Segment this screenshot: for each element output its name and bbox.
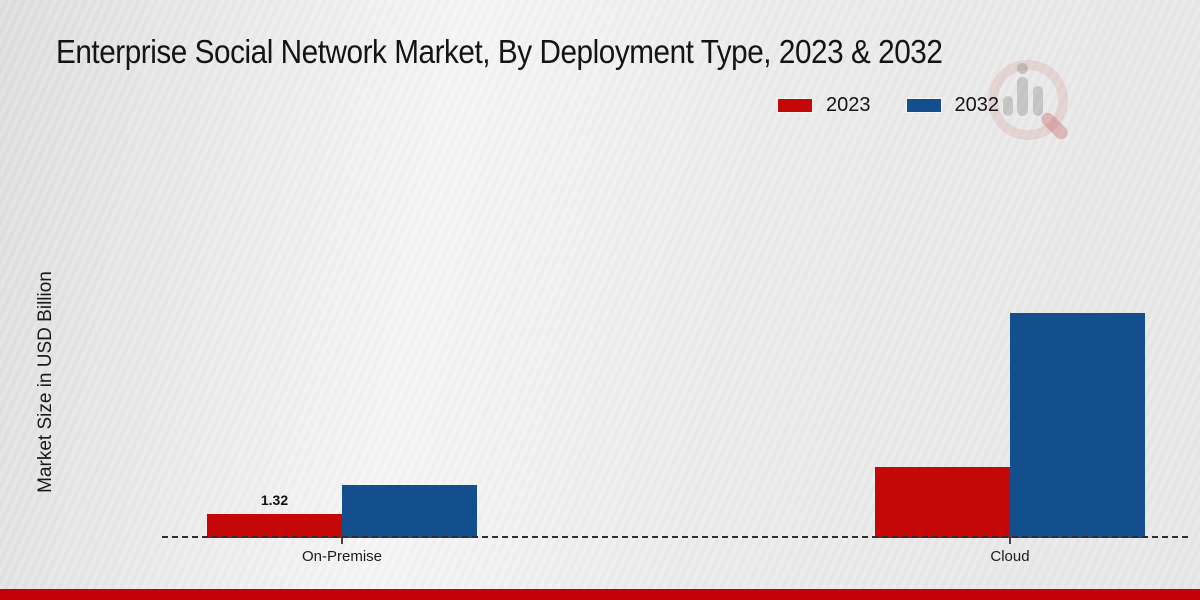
y-axis-label: Market Size in USD Billion xyxy=(35,271,56,493)
watermark-bar-icon xyxy=(1017,77,1028,116)
bar-2032-cloud xyxy=(1010,313,1145,538)
x-axis-category-label: Cloud xyxy=(990,548,1030,565)
x-axis-dashed-line xyxy=(162,536,1188,538)
legend-label-2023: 2023 xyxy=(826,94,871,116)
x-axis-category-label: On-Premise xyxy=(301,548,383,565)
legend-label-2032: 2032 xyxy=(954,94,1000,116)
watermark-logo xyxy=(986,56,1090,148)
legend-swatch-2023 xyxy=(777,98,813,113)
bar-2023-on-premise xyxy=(207,514,342,538)
bar-2023-cloud xyxy=(875,467,1010,538)
x-axis-tick xyxy=(1009,538,1011,544)
watermark-dot-icon xyxy=(1017,63,1028,74)
watermark-bar-icon xyxy=(1033,86,1043,116)
bar-value-label: 1.32 xyxy=(260,492,289,508)
bar-2032-on-premise xyxy=(342,485,477,538)
legend-swatch-2032 xyxy=(905,98,942,113)
legend-item-2023: 2023 xyxy=(777,94,871,117)
legend: 2023 2032 xyxy=(777,94,1000,117)
watermark-bar-icon xyxy=(1003,96,1013,116)
watermark-magnifier-ring-icon xyxy=(988,60,1068,140)
x-axis-tick xyxy=(341,538,343,544)
chart-title: Enterprise Social Network Market, By Dep… xyxy=(56,33,943,70)
footer-accent-bar xyxy=(0,589,1200,600)
legend-item-2032: 2032 xyxy=(905,94,1000,117)
